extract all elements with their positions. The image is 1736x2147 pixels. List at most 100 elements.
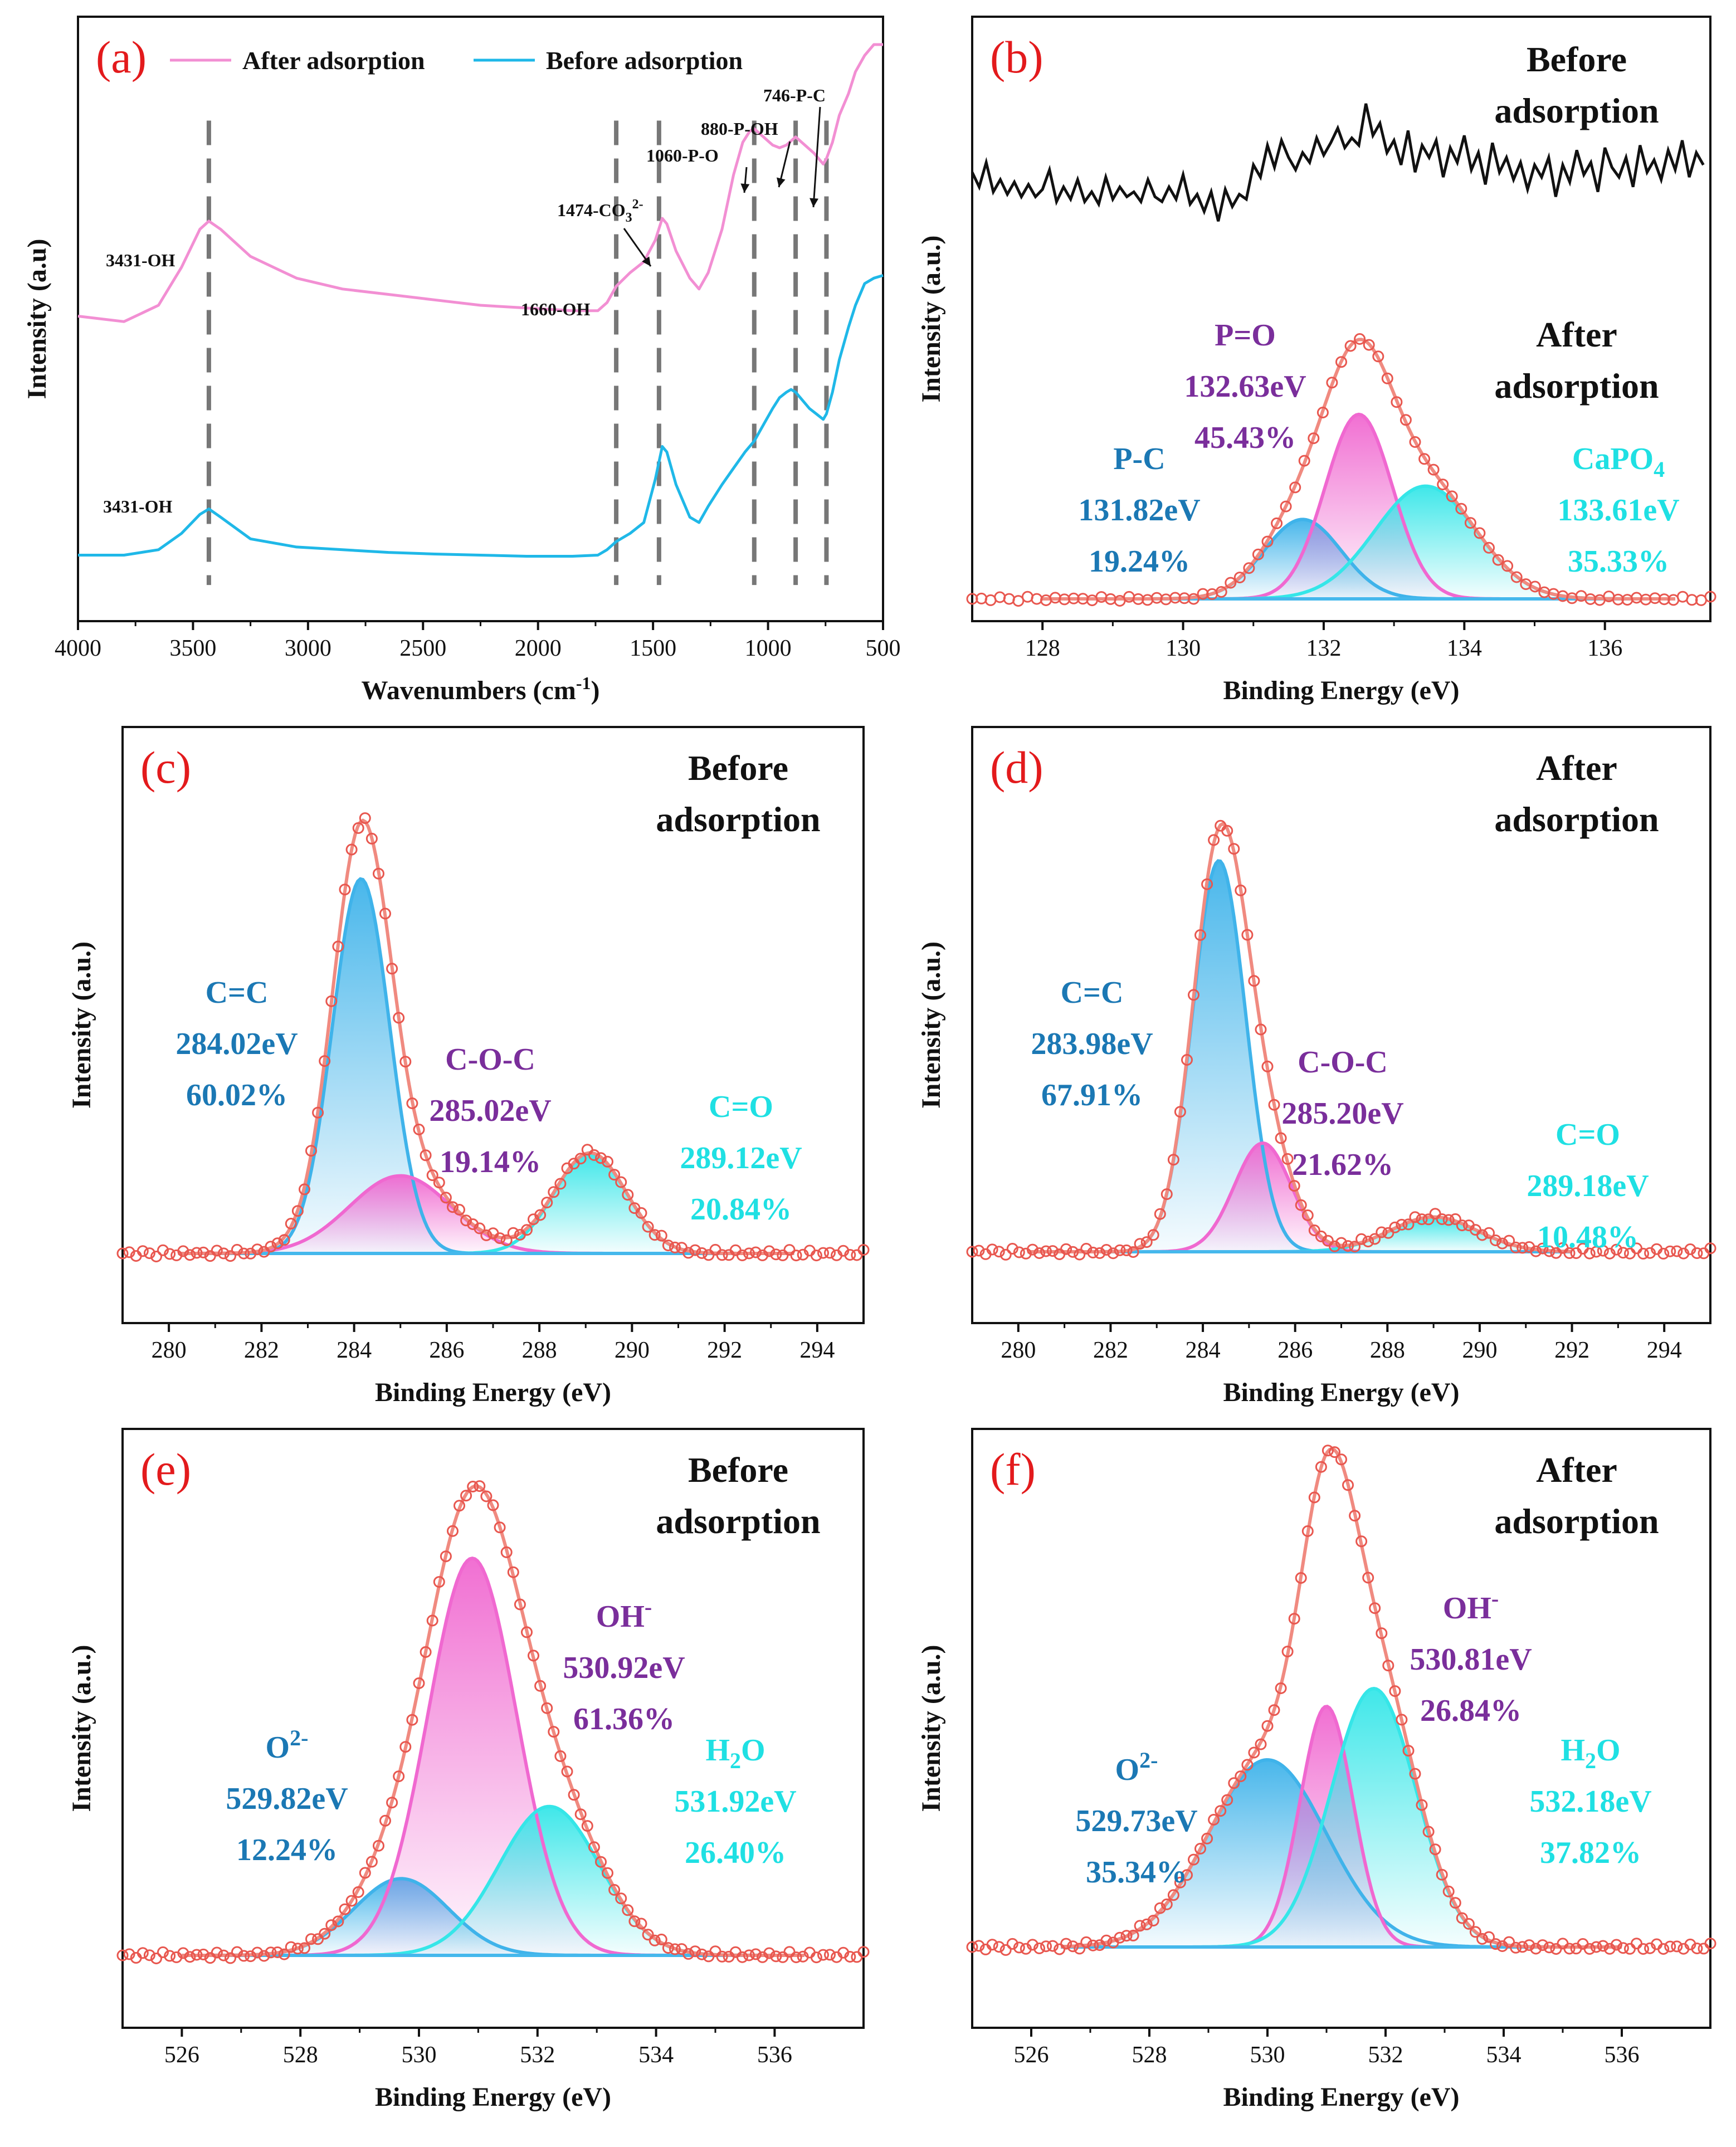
data-marker (453, 1500, 465, 1512)
data-marker (123, 1948, 135, 1960)
data-marker (736, 1951, 748, 1963)
data-marker (413, 1677, 425, 1689)
data-marker (1074, 1248, 1086, 1261)
data-marker (1483, 1227, 1495, 1239)
peak-label-C=C: 283.98eV (1031, 1027, 1153, 1061)
data-marker (1543, 1941, 1555, 1954)
panel-f: 526 528 530 532 534 536 Binding Energy (eV) Int… (916, 1428, 1717, 2112)
x-tick-label: 290 (615, 1338, 650, 1363)
data-marker (191, 1949, 203, 1961)
data-marker (669, 1241, 681, 1253)
data-marker (568, 1789, 580, 1801)
data-marker (1329, 1240, 1340, 1252)
data-marker (1047, 1940, 1059, 1952)
data-marker (319, 1055, 331, 1067)
peak-label-C-O-C: 285.20eV (1281, 1096, 1403, 1131)
data-marker (116, 1949, 129, 1961)
data-marker (1583, 1247, 1596, 1260)
x-axis-label: Binding Energy (eV) (1223, 1378, 1459, 1407)
data-marker (1631, 1938, 1642, 1950)
data-marker (1181, 1869, 1193, 1881)
data-marker (420, 1149, 432, 1162)
x-tick-label: 288 (522, 1338, 557, 1363)
data-marker (851, 1951, 863, 1963)
data-marker (1280, 500, 1292, 513)
data-marker (1308, 1491, 1320, 1504)
data-marker (1228, 1777, 1240, 1789)
peak-fill-O2- (1061, 1760, 1622, 1947)
data-marker (1469, 1926, 1481, 1938)
data-marker (595, 1152, 607, 1164)
data-marker (1067, 1246, 1079, 1258)
data-marker (1429, 1843, 1441, 1856)
peak-label-OH-: 530.92eV (563, 1651, 685, 1685)
data-marker (1335, 356, 1347, 368)
data-marker (1449, 1897, 1461, 1909)
data-marker (736, 1249, 748, 1261)
data-marker (238, 1247, 250, 1260)
data-marker (1355, 1233, 1368, 1245)
data-marker (770, 1950, 782, 1963)
x-tick-label: 282 (244, 1338, 279, 1363)
data-marker (1462, 1918, 1475, 1930)
data-marker (1315, 1461, 1327, 1473)
data-marker (1275, 1132, 1287, 1144)
data-marker (379, 907, 391, 920)
data-marker (1114, 1244, 1126, 1256)
data-marker (225, 1250, 236, 1262)
annotation-label: 1660-OH (521, 299, 591, 319)
data-marker (966, 1246, 978, 1258)
data-marker (662, 1942, 674, 1954)
data-marker (474, 1480, 486, 1492)
x-axis-label: Wavenumbers (cm-1) (362, 673, 600, 705)
peak-label-OH-: 530.81eV (1410, 1642, 1532, 1677)
peak-label-O2-: 12.24% (236, 1833, 338, 1867)
data-marker (420, 1646, 432, 1658)
data-marker (1422, 1826, 1435, 1838)
data-marker (1523, 1939, 1535, 1951)
data-marker (534, 1680, 547, 1692)
data-marker (1289, 481, 1301, 494)
data-marker (1464, 517, 1476, 529)
data-marker (1026, 1939, 1038, 1951)
data-marker (1087, 1939, 1099, 1951)
peak-fill-OH- (182, 1558, 804, 1955)
data-marker (817, 1949, 829, 1961)
data-marker (231, 1243, 243, 1256)
data-marker (1671, 1245, 1683, 1257)
data-marker (251, 1243, 264, 1256)
data-marker (1248, 975, 1260, 987)
data-marker (1342, 1479, 1354, 1491)
data-marker (1396, 1218, 1408, 1231)
data-marker (164, 1248, 176, 1260)
data-marker (500, 1546, 513, 1558)
data-marker (1208, 834, 1220, 846)
data-marker (399, 1741, 412, 1753)
data-marker (285, 1941, 297, 1953)
data-marker (1456, 1219, 1468, 1232)
data-marker (1201, 878, 1213, 890)
data-marker (474, 1222, 486, 1234)
data-marker (973, 1940, 985, 1952)
data-marker (1208, 1814, 1220, 1826)
data-marker (225, 1952, 236, 1964)
data-marker (1617, 1942, 1629, 1954)
data-marker (1160, 1898, 1173, 1910)
data-marker (1344, 340, 1357, 352)
data-marker (1243, 562, 1255, 574)
data-marker (406, 1714, 418, 1726)
data-marker (265, 1241, 277, 1253)
data-marker (164, 1950, 176, 1962)
peak-label-OH-: 26.84% (1420, 1694, 1522, 1728)
data-marker (608, 1883, 621, 1896)
data-marker (696, 1948, 708, 1960)
data-marker (1335, 1237, 1347, 1249)
data-marker (325, 995, 338, 1007)
peak-label-H2O: 532.18eV (1529, 1784, 1651, 1819)
state-label: After (1536, 315, 1617, 354)
data-marker (608, 1169, 621, 1181)
raw-before-spectrum (971, 103, 1705, 222)
data-marker (1268, 1704, 1280, 1716)
peak-label-O2-: O2- (1115, 1748, 1158, 1787)
data-marker (332, 1915, 344, 1928)
